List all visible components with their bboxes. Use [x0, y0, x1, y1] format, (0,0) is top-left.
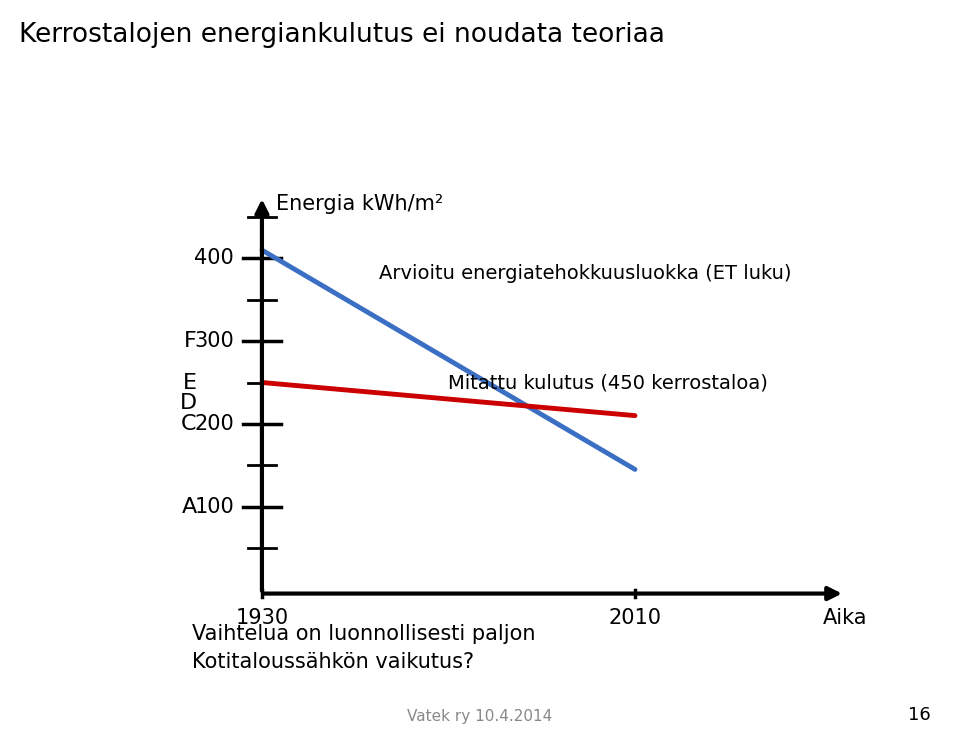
Text: Vaihtelua on luonnollisesti paljon: Vaihtelua on luonnollisesti paljon [192, 624, 536, 644]
Text: C: C [181, 414, 197, 434]
Text: E: E [182, 372, 197, 392]
Text: A: A [181, 497, 197, 517]
Text: 300: 300 [194, 331, 234, 351]
Text: Kerrostalojen energiankulutus ei noudata teoriaa: Kerrostalojen energiankulutus ei noudata… [19, 22, 665, 48]
Text: Energia kWh/m²: Energia kWh/m² [276, 194, 444, 214]
Text: Aika: Aika [823, 607, 867, 627]
Text: 2010: 2010 [609, 607, 661, 627]
Text: Kotitaloussähkön vaikutus?: Kotitaloussähkön vaikutus? [192, 652, 474, 672]
Text: D: D [180, 393, 197, 413]
Text: 16: 16 [908, 706, 931, 724]
Text: 1930: 1930 [235, 607, 289, 627]
Text: Arvioitu energiatehokkuusluokka (ET luku): Arvioitu energiatehokkuusluokka (ET luku… [378, 264, 791, 283]
Text: 100: 100 [194, 497, 234, 517]
Text: Vatek ry 10.4.2014: Vatek ry 10.4.2014 [407, 709, 553, 724]
Text: 400: 400 [194, 248, 234, 268]
Text: Mitattu kulutus (450 kerrostaloa): Mitattu kulutus (450 kerrostaloa) [448, 373, 768, 392]
Text: 200: 200 [194, 414, 234, 434]
Text: F: F [184, 331, 197, 351]
